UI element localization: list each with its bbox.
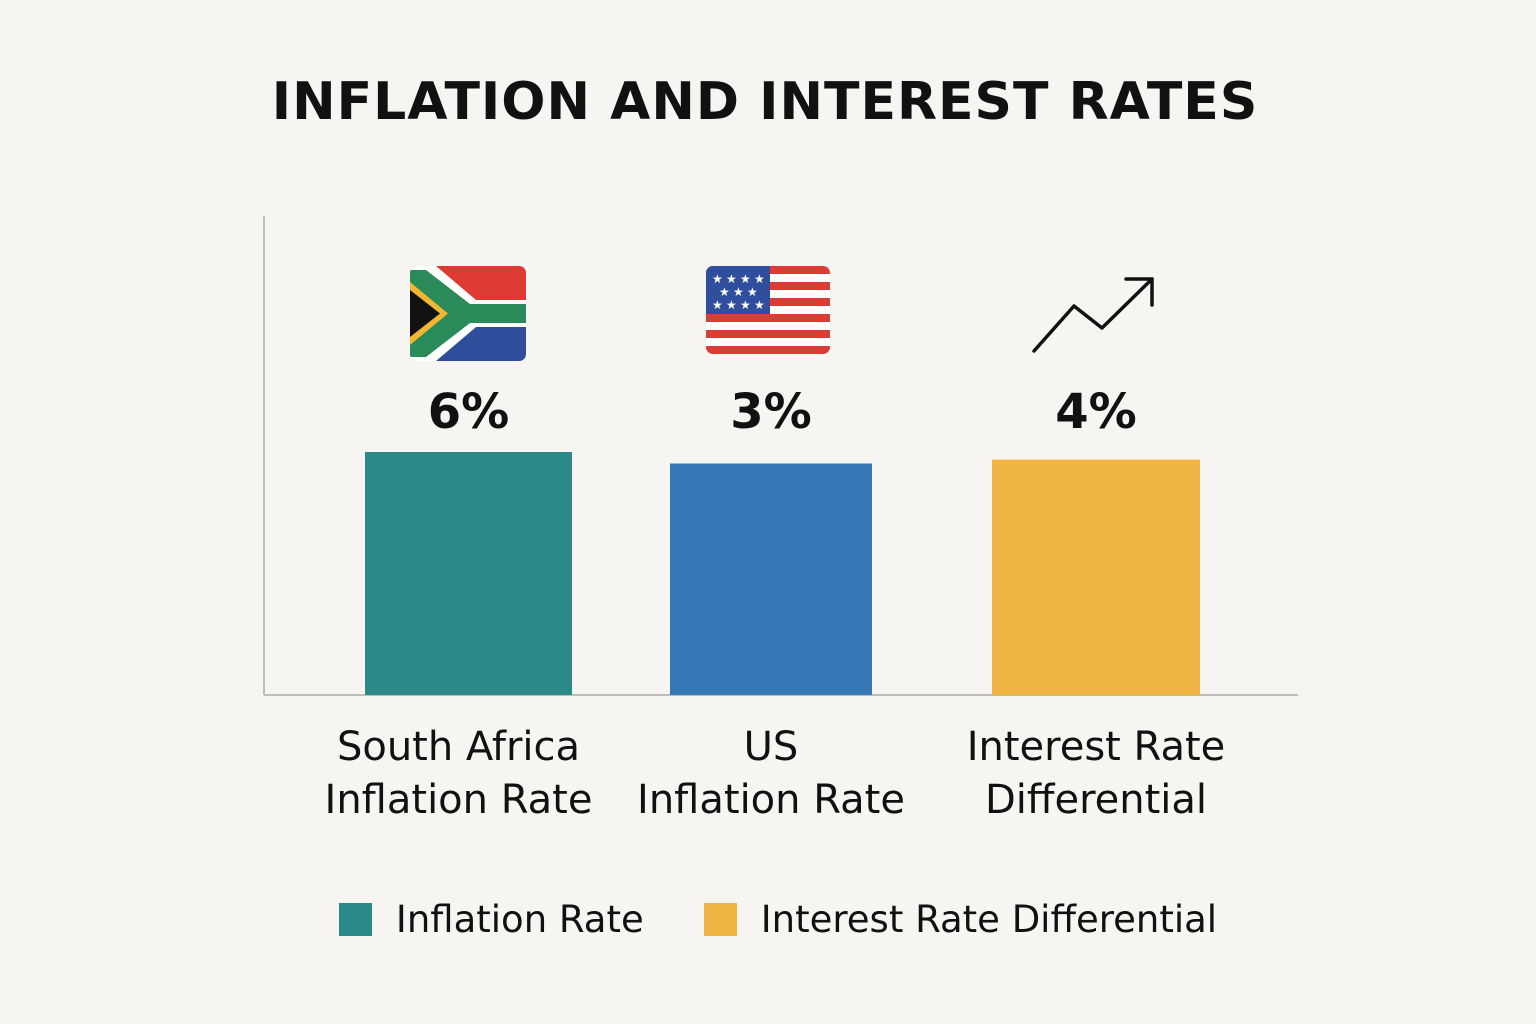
bar-1 [670,463,872,695]
legend: Inflation Rate Interest Rate Differentia… [0,898,1536,941]
legend-label-interest-rate-differential: Interest Rate Differential [760,898,1218,941]
value-label-0: 6% [428,384,510,440]
bar-0 [365,452,572,695]
svg-text:★: ★ [754,298,765,312]
svg-text:★: ★ [733,285,744,299]
svg-text:★: ★ [740,298,751,312]
trend-up-icon [1032,277,1154,353]
value-labels-group: 6% 3% 4% [428,384,1137,440]
category-labels-group: South Africa Inflation Rate US Inflation Ra… [325,724,1226,823]
south-africa-flag-icon [410,266,526,361]
svg-text:★: ★ [726,298,737,312]
category-label-2-line-1: Differential [985,777,1207,823]
legend-item-interest-rate-differential: Interest Rate Differential [703,898,1218,941]
value-label-1: 3% [730,384,812,440]
svg-text:★: ★ [719,285,730,299]
svg-text:★: ★ [712,298,723,312]
legend-item-inflation-rate: Inflation Rate [338,898,644,941]
category-label-1-line-0: US [744,724,799,770]
bars-group [365,452,1200,695]
category-label-0-line-0: South Africa [337,724,580,770]
bar-2 [992,459,1200,695]
category-label-2-line-0: Interest Rate [967,724,1226,770]
category-label-0-line-1: Inflation Rate [325,777,593,823]
legend-swatch-teal [338,903,372,936]
svg-text:★: ★ [747,285,758,299]
svg-text:★: ★ [754,272,765,286]
legend-label-inflation-rate: Inflation Rate [395,898,644,941]
chart-title: INFLATION AND INTEREST RATES [271,72,1259,132]
category-label-1-line-1: Inflation Rate [637,777,905,823]
legend-swatch-gold [703,903,737,936]
svg-text:★: ★ [726,272,737,286]
us-flag-icon: ★ ★ ★ ★ ★ ★ ★ ★ ★ ★ ★ [706,266,830,354]
svg-text:★: ★ [740,272,751,286]
value-label-2: 4% [1055,384,1137,440]
svg-text:★: ★ [712,272,723,286]
